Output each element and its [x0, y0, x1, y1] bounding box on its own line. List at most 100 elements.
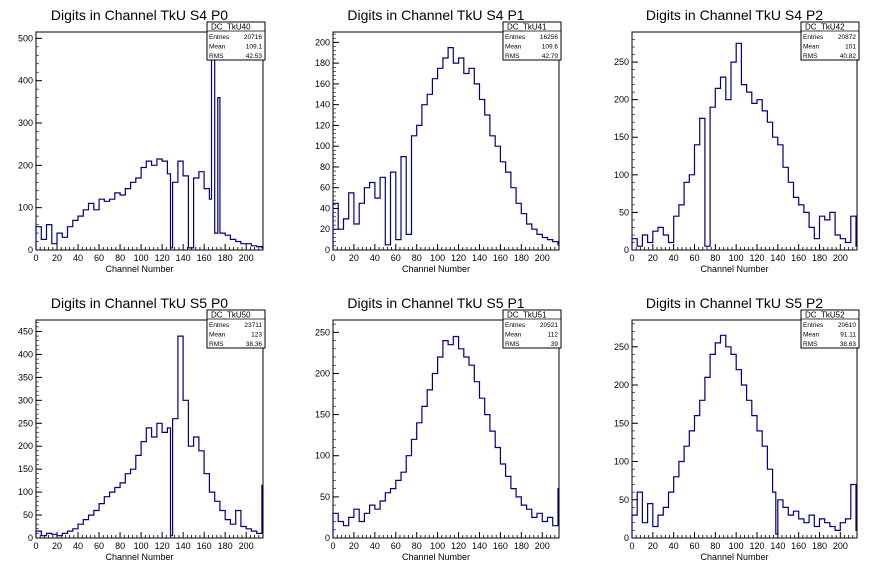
x-tick-label: 40	[73, 541, 83, 551]
plot-frame	[332, 31, 560, 251]
y-tick-label: 300	[18, 118, 33, 128]
x-tick-label: 200	[833, 541, 848, 551]
y-tick-label: 0	[28, 533, 33, 543]
x-tick-label: 180	[812, 541, 827, 551]
histogram-series-line	[35, 335, 263, 538]
y-tick-label: 400	[18, 349, 33, 359]
stats-value: 101	[845, 44, 856, 51]
x-axis-label: Channel Number	[402, 264, 470, 274]
stats-box-name: DC_TkU42	[805, 23, 845, 32]
x-tick-label: 160	[197, 253, 212, 263]
stats-label: Mean	[505, 44, 522, 51]
x-tick-label: 100	[729, 541, 744, 551]
x-axis-label: Channel Number	[700, 552, 768, 562]
y-tick-label: 0	[325, 533, 330, 543]
x-tick-label: 160	[493, 541, 508, 551]
stats-value: 16256	[540, 34, 558, 41]
x-tick-label: 160	[493, 253, 508, 263]
stats-value: 23711	[244, 322, 262, 329]
y-tick-label: 0	[624, 533, 629, 543]
x-tick-label: 60	[391, 541, 401, 551]
stats-label: RMS	[803, 53, 818, 60]
x-tick-label: 60	[94, 541, 104, 551]
y-tick-label: 200	[18, 441, 33, 451]
x-tick-label: 80	[115, 253, 125, 263]
x-tick-label: 120	[155, 253, 170, 263]
stats-value: 20521	[540, 322, 558, 329]
stats-box: DC_TkU51 Entries 20521 Mean 112 RMS 39	[502, 309, 562, 349]
y-tick-label: 50	[23, 510, 33, 520]
histogram-panel: Digits in Channel TkU S5 P0 Channel Numbe…	[18, 295, 266, 562]
y-tick-label: 100	[315, 141, 330, 151]
y-tick-label: 250	[18, 418, 33, 428]
stats-box: DC_TkU40 Entries 20716 Mean 109.1 RMS 42.53	[206, 21, 266, 61]
stats-box-name: DC_TkU41	[507, 23, 547, 32]
y-tick-label: 100	[18, 487, 33, 497]
stats-value: 112	[548, 332, 559, 339]
stats-box: DC_TkU42 Entries 20872 Mean 101 RMS 40.82	[800, 21, 860, 61]
y-tick-label: 140	[315, 100, 330, 110]
x-tick-label: 0	[629, 253, 634, 263]
stats-value: 20716	[244, 34, 262, 41]
chart-title: Digits in Channel TkU S5 P1	[347, 295, 524, 311]
stats-value: 109.6	[542, 44, 559, 51]
y-tick-label: 300	[18, 395, 33, 405]
x-tick-label: 20	[648, 541, 658, 551]
y-tick-label: 0	[325, 245, 330, 255]
x-tick-label: 200	[535, 253, 550, 263]
y-tick-label: 100	[614, 170, 629, 180]
y-tick-label: 200	[614, 380, 629, 390]
stats-box-frame	[206, 21, 266, 61]
x-axis-label: Channel Number	[105, 552, 173, 562]
y-tick-label: 50	[619, 207, 629, 217]
stats-label: Mean	[803, 44, 820, 51]
plot-frame	[631, 319, 858, 539]
x-tick-label: 60	[94, 253, 104, 263]
x-tick-label: 120	[451, 253, 466, 263]
x-tick-label: 140	[176, 541, 191, 551]
y-tick-label: 50	[619, 495, 629, 505]
x-tick-label: 80	[710, 541, 720, 551]
x-tick-label: 20	[349, 541, 359, 551]
x-tick-label: 200	[833, 253, 848, 263]
stats-label: Entries	[803, 34, 824, 41]
y-tick-label: 100	[315, 451, 330, 461]
x-tick-label: 120	[451, 541, 466, 551]
y-tick-label: 20	[320, 224, 330, 234]
histogram-panel: Digits in Channel TkU S4 P1 Channel Numbe…	[315, 7, 562, 274]
x-tick-label: 140	[472, 541, 487, 551]
stats-value: 42.53	[246, 53, 263, 60]
x-tick-label: 160	[197, 541, 212, 551]
y-tick-label: 200	[18, 160, 33, 170]
y-tick-label: 120	[315, 120, 330, 130]
x-tick-label: 120	[155, 541, 170, 551]
stats-label: Entries	[505, 322, 526, 329]
x-tick-label: 0	[330, 541, 335, 551]
histogram-series-line	[35, 46, 263, 250]
x-tick-label: 140	[770, 541, 785, 551]
chart-title: Digits in Channel TkU S5 P0	[51, 295, 228, 311]
stats-label: RMS	[505, 53, 520, 60]
stats-box-frame	[800, 309, 860, 349]
y-tick-label: 150	[614, 132, 629, 142]
stats-value: 91.11	[840, 332, 856, 339]
x-axis-label: Channel Number	[402, 552, 470, 562]
y-tick-label: 40	[320, 203, 330, 213]
x-tick-label: 40	[669, 253, 679, 263]
x-tick-label: 100	[134, 253, 149, 263]
stats-box: DC_TkU52 Entries 20610 Mean 91.11 RMS 38.63	[800, 309, 860, 349]
x-tick-label: 120	[749, 253, 764, 263]
plot-frame	[35, 31, 264, 251]
y-tick-label: 200	[315, 37, 330, 47]
stats-label: Mean	[209, 44, 226, 51]
chart-title: Digits in Channel TkU S5 P2	[646, 295, 823, 311]
stats-box-name: DC_TkU40	[211, 23, 251, 32]
y-tick-label: 350	[18, 372, 33, 382]
x-tick-label: 20	[349, 253, 359, 263]
stats-box-name: DC_TkU51	[507, 311, 547, 320]
stats-value: 38.36	[246, 341, 263, 348]
x-tick-label: 20	[648, 253, 658, 263]
x-tick-label: 60	[689, 253, 699, 263]
stats-label: RMS	[209, 53, 224, 60]
